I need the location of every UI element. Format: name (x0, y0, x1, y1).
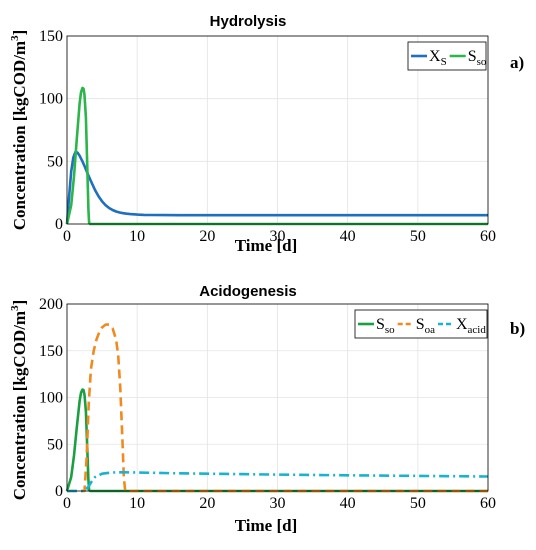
y-tick-label: 50 (47, 436, 63, 453)
x-tick-label: 10 (129, 495, 145, 512)
x-tick-label: 0 (63, 495, 71, 512)
y-tick-label: 100 (39, 390, 63, 407)
x-tick-label: 10 (129, 228, 145, 245)
x-axis-label: Time [d] (235, 236, 298, 255)
legend-label: XS (429, 48, 447, 68)
y-axis-label-main: Concentration [kgCOD/m (10, 41, 29, 230)
plot-frame (66, 35, 489, 225)
legend-box (354, 309, 488, 339)
y-tick-label: 150 (39, 343, 63, 360)
tick-labels: 0 10 20 30 40 50 60 0 50 100 150 200 (39, 296, 496, 512)
y-tick-label: 200 (39, 296, 63, 313)
panel-label: a) (510, 53, 524, 72)
y-axis-label-end: ] (10, 300, 29, 306)
y-tick-label: 150 (39, 28, 63, 45)
x-tick-label: 50 (410, 495, 426, 512)
x-tick-label: 20 (199, 495, 215, 512)
tick-labels: 0 10 20 30 40 50 60 0 50 100 150 (39, 28, 496, 245)
y-tick-label: 0 (55, 483, 63, 500)
y-tick-label: 0 (55, 216, 63, 233)
y-tick-label: 100 (39, 91, 63, 108)
series-line-x-S (65, 150, 488, 225)
y-axis-label-sup: 3 (9, 305, 21, 311)
chart-title: Acidogenesis (199, 283, 297, 300)
x-tick-label: 60 (480, 495, 496, 512)
legend-label: Xacid (456, 316, 486, 336)
x-tick-label: 40 (340, 495, 356, 512)
x-tick-label: 30 (270, 495, 286, 512)
legend: XS Sso (407, 41, 487, 71)
x-tick-label: 30 (270, 228, 286, 245)
x-axis-label: Time [d] (235, 516, 298, 535)
x-tick-label: 40 (340, 228, 356, 245)
plot-frame (66, 303, 489, 492)
y-axis-label-end: ] (10, 30, 29, 36)
panel-label: b) (510, 319, 525, 338)
x-tick-label: 0 (63, 228, 71, 245)
chart-title: Hydrolysis (210, 13, 287, 30)
legend-label: Sso (376, 316, 395, 336)
x-tick-label: 60 (480, 228, 496, 245)
y-axis-label-sup: 3 (9, 35, 21, 41)
y-axis-label: Concentration [kgCOD/m3] (9, 30, 29, 231)
panel-acidogenesis: Acidogenesis 0 10 20 30 40 50 60 0 50 100 150 200 S… (9, 283, 525, 535)
x-tick-label: 50 (410, 228, 426, 245)
series-line-x-acid (67, 470, 489, 493)
y-tick-label: 50 (47, 153, 63, 170)
x-tick-label: 20 (199, 228, 215, 245)
legend-label: Sso (468, 48, 487, 68)
legend: Sso Soa Xacid (354, 309, 488, 339)
y-axis-label: Concentration [kgCOD/m3] (9, 300, 29, 501)
legend-label: Soa (416, 316, 435, 336)
y-axis-label-main: Concentration [kgCOD/m (10, 311, 29, 500)
